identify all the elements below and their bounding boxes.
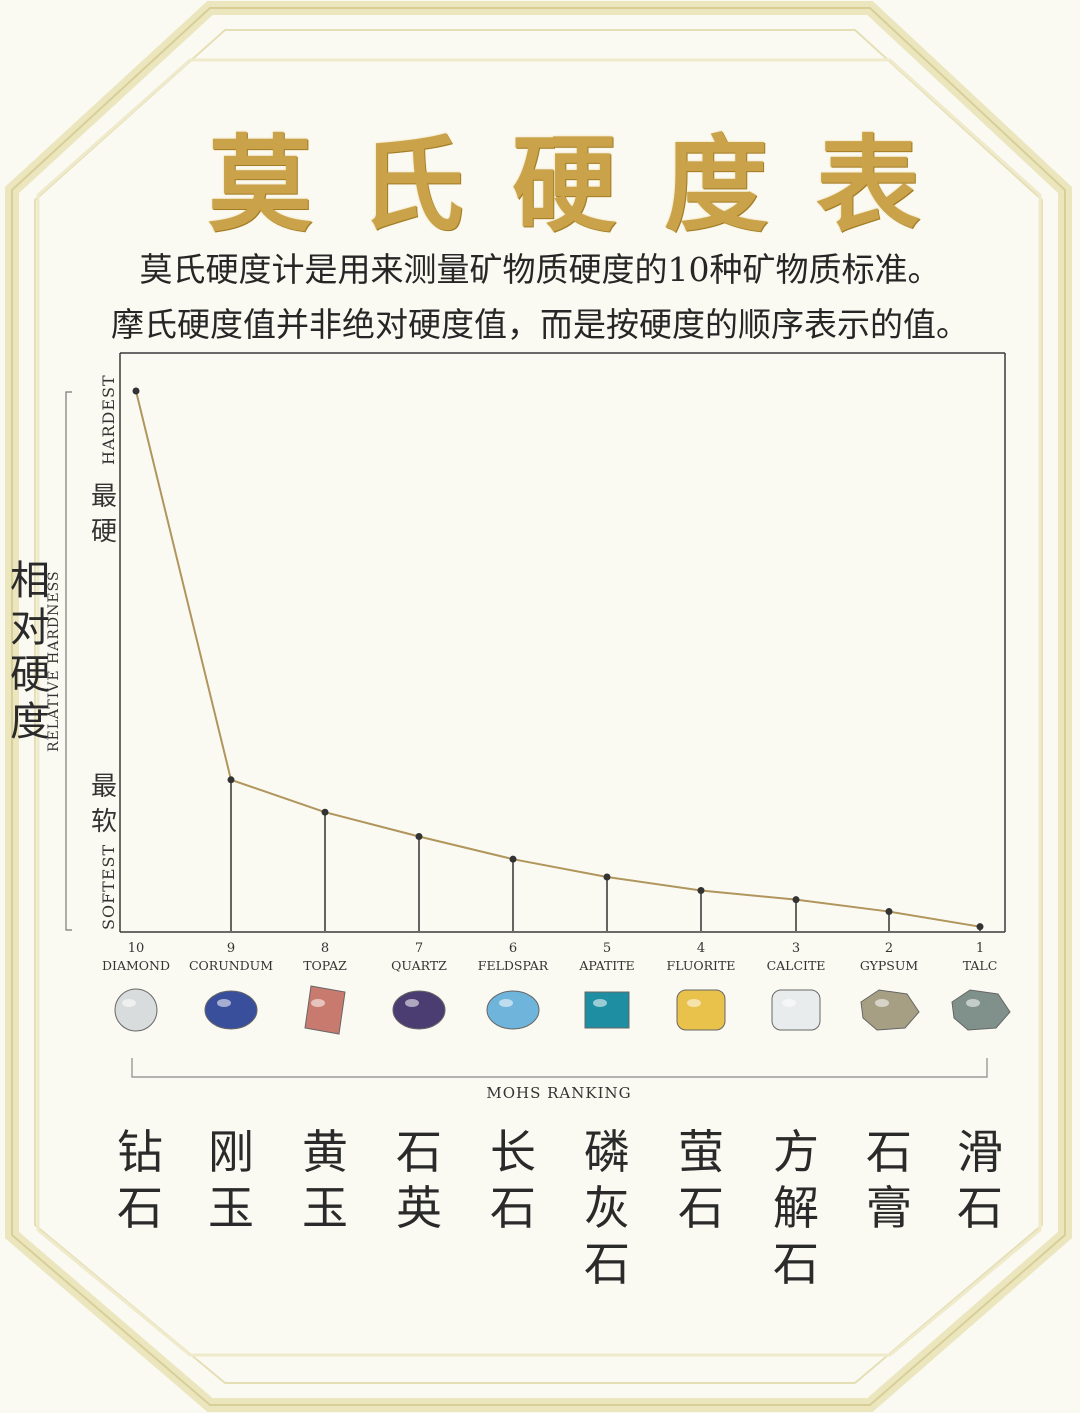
- mineral-name-zh-apatite: 磷 灰 石: [584, 1125, 630, 1291]
- data-point-apatite: [603, 873, 611, 881]
- square-apatite-icon-body: [584, 991, 630, 1029]
- subtitle-line-2: 摩氏硬度值并非绝对硬度值，而是按硬度的顺序表示的值。: [111, 305, 969, 344]
- tick-name-fluorite: FLUORITE: [667, 958, 736, 973]
- oval-quartz-icon-highlight: [405, 999, 419, 1007]
- tick-name-topaz: TOPAZ: [303, 958, 347, 973]
- tick-rank-6: 6: [509, 941, 517, 956]
- tick-name-gypsum: GYPSUM: [860, 958, 919, 973]
- rough-gypsum-icon-body: [860, 989, 920, 1031]
- mineral-name-zh-diamond: 钻 石: [117, 1125, 163, 1235]
- rough-talc-icon-body: [951, 989, 1011, 1031]
- hardness-curve: [135, 390, 981, 928]
- y-axis-top-zh-1: 最: [91, 482, 117, 512]
- mineral-name-zh-quartz: 石 英: [396, 1125, 442, 1235]
- square-apatite-icon: [584, 991, 630, 1029]
- tick-name-quartz: QUARTZ: [391, 958, 447, 973]
- data-point-quartz: [415, 833, 423, 840]
- tick-rank-4: 4: [697, 941, 705, 956]
- tick-rank-9: 9: [227, 941, 235, 956]
- tick-name-talc: TALC: [963, 958, 998, 973]
- cushion-fluorite-icon: [676, 989, 726, 1031]
- y-axis-label-en: RELATIVE HARDNESS: [46, 570, 62, 752]
- tick-name-corundum: CORUNDUM: [189, 958, 273, 973]
- tick-rank-1: 1: [976, 941, 984, 956]
- oval-moonstone-icon: [486, 990, 540, 1030]
- data-point-fluorite: [697, 887, 705, 894]
- round-diamond-icon: [114, 988, 158, 1032]
- y-axis-top-zh-2: 硬: [91, 517, 117, 547]
- y-axis-bottom-zh-1: 最: [91, 772, 117, 802]
- y-axis-label-zh: 相 对 硬 度: [10, 558, 50, 745]
- data-point-talc: [976, 923, 984, 931]
- cushion-fluorite-icon-body: [676, 989, 726, 1031]
- data-point-topaz: [321, 808, 329, 816]
- mineral-name-zh-fluorite: 萤 石: [678, 1125, 724, 1235]
- cushion-calcite-icon-body: [771, 989, 821, 1031]
- cushion-calcite-icon-highlight: [782, 999, 796, 1007]
- square-apatite-icon-highlight: [593, 999, 607, 1007]
- emerald-cut-topaz-icon-highlight: [311, 999, 325, 1007]
- subtitle-line-1: 莫氏硬度计是用来测量矿物质硬度的10种矿物质标准。: [139, 250, 941, 289]
- cushion-calcite-icon: [771, 989, 821, 1031]
- tick-rank-8: 8: [321, 941, 329, 956]
- mineral-name-zh-gypsum: 石 膏: [866, 1125, 912, 1235]
- y-axis-bottom-en: SOFTEST: [99, 844, 118, 930]
- x-axis-label-en: MOHS RANKING: [486, 1084, 631, 1102]
- tick-name-feldspar: FELDSPAR: [478, 958, 549, 973]
- rough-talc-icon-highlight: [966, 999, 980, 1007]
- data-point-corundum: [227, 776, 235, 784]
- y-axis-bottom-zh-2: 软: [91, 807, 117, 837]
- rough-gypsum-icon: [860, 989, 920, 1031]
- round-diamond-icon-body: [114, 988, 158, 1032]
- tick-rank-10: 10: [128, 941, 145, 956]
- mineral-name-zh-calcite: 方 解 石: [773, 1125, 819, 1291]
- tick-rank-7: 7: [415, 941, 423, 956]
- emerald-cut-topaz-icon: [304, 985, 346, 1035]
- mineral-name-zh-feldspar: 长 石: [490, 1125, 536, 1235]
- cushion-fluorite-icon-highlight: [687, 999, 701, 1007]
- x-axis-bracket: [131, 1058, 988, 1078]
- tick-rank-2: 2: [885, 941, 893, 956]
- data-point-gypsum: [885, 908, 893, 916]
- tick-rank-5: 5: [603, 941, 611, 956]
- data-point-diamond: [132, 387, 140, 395]
- data-point-feldspar: [509, 855, 517, 863]
- mineral-name-zh-topaz: 黄 玉: [302, 1125, 348, 1235]
- mineral-name-zh-talc: 滑 石: [957, 1125, 1003, 1235]
- tick-name-apatite: APATITE: [578, 958, 634, 973]
- rough-gypsum-icon-highlight: [875, 999, 889, 1007]
- oval-sapphire-icon-highlight: [217, 999, 231, 1007]
- oval-quartz-icon: [392, 990, 446, 1030]
- y-axis-top-en: HARDEST: [99, 374, 118, 465]
- tick-name-diamond: DIAMOND: [102, 958, 170, 973]
- emerald-cut-topaz-icon-body: [304, 985, 346, 1035]
- round-diamond-icon-highlight: [122, 999, 136, 1007]
- data-point-calcite: [792, 896, 800, 904]
- y-axis-bracket: [65, 391, 72, 931]
- oval-sapphire-icon: [204, 990, 258, 1030]
- rough-talc-icon: [951, 989, 1011, 1031]
- mineral-name-zh-corundum: 刚 玉: [208, 1125, 254, 1235]
- oval-quartz-icon-body: [392, 990, 446, 1030]
- oval-moonstone-icon-highlight: [499, 999, 513, 1007]
- oval-moonstone-icon-body: [486, 990, 540, 1030]
- tick-rank-3: 3: [792, 941, 800, 956]
- oval-sapphire-icon-body: [204, 990, 258, 1030]
- tick-name-calcite: CALCITE: [767, 958, 826, 973]
